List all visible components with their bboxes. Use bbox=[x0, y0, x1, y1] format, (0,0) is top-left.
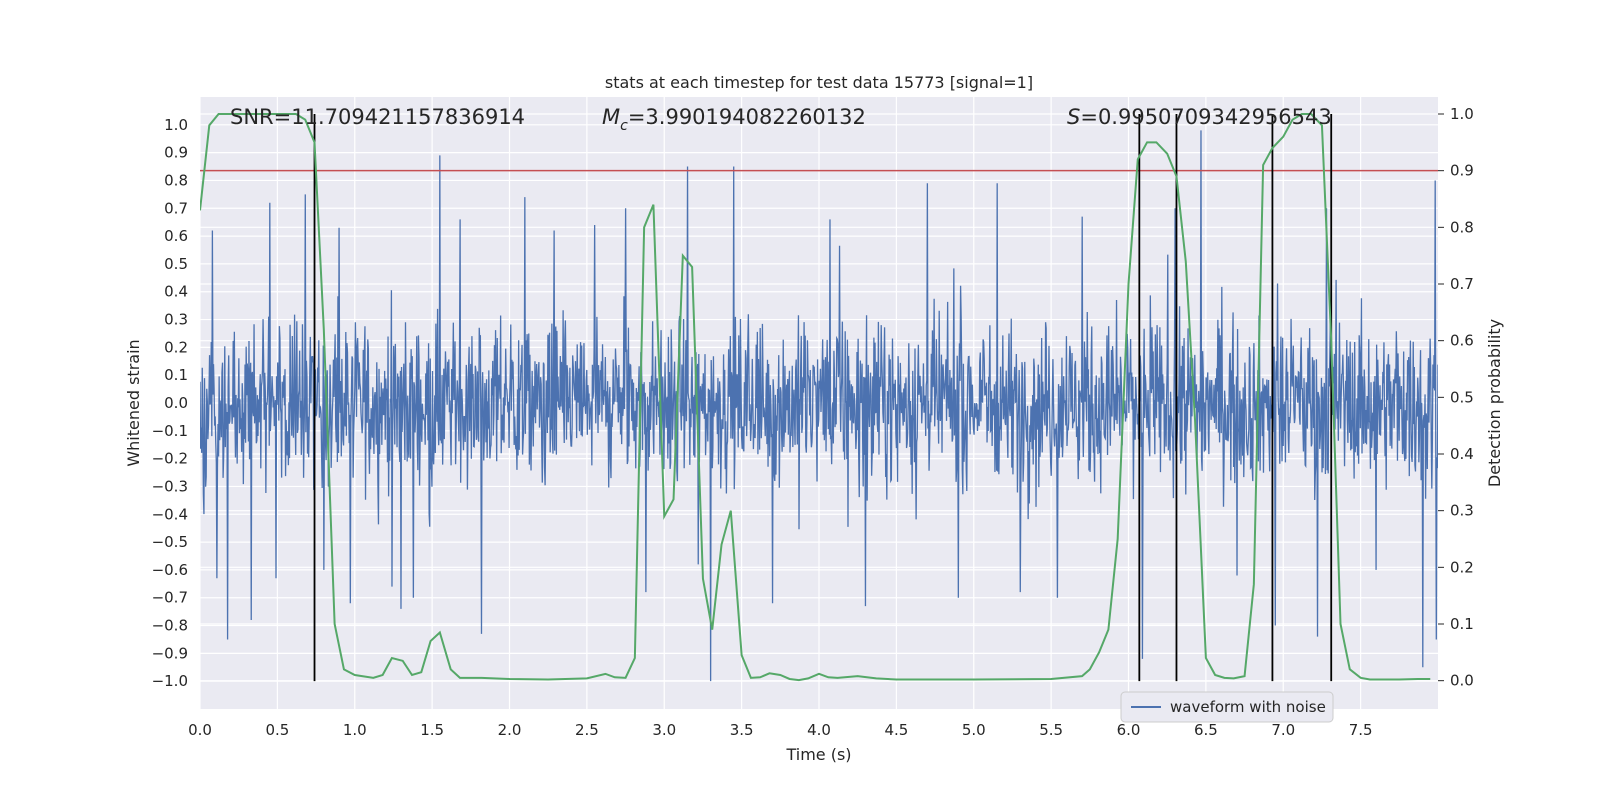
waveform-line bbox=[200, 130, 1438, 682]
x-tick-label: 7.0 bbox=[1271, 721, 1295, 739]
y-tick-label: 0.7 bbox=[164, 199, 188, 217]
chart-title: stats at each timestep for test data 157… bbox=[605, 73, 1033, 92]
y2-tick-label: 0.2 bbox=[1450, 558, 1474, 576]
y2-tick-label: 0.1 bbox=[1450, 615, 1474, 633]
mc-subscript: c bbox=[620, 118, 628, 134]
y-tick-label: −0.9 bbox=[152, 644, 188, 662]
x-ticks: 0.0 0.5 1.0 1.5 2.0 2.5 3.0 3.5 4.0 4.5 5.0 5.5 6.0 6… bbox=[188, 721, 1372, 739]
y2-tick-label: 0.4 bbox=[1450, 445, 1474, 463]
mc-symbol: M bbox=[602, 105, 620, 129]
y2-tick-label: 0.3 bbox=[1450, 502, 1474, 520]
y-tick-label: 1.0 bbox=[164, 116, 188, 134]
y2-tick-label: 0.7 bbox=[1450, 275, 1474, 293]
y2-tick-label: 0.5 bbox=[1450, 388, 1474, 406]
x-tick-label: 5.0 bbox=[962, 721, 986, 739]
y-tick-label: −0.6 bbox=[152, 561, 188, 579]
y2-tick-label: 0.8 bbox=[1450, 218, 1474, 236]
probability-series bbox=[200, 113, 1431, 682]
y-tick-label: −1.0 bbox=[152, 672, 188, 690]
snr-annotation: SNR=11.709421157836914 bbox=[230, 105, 525, 129]
y-tick-label: −0.3 bbox=[152, 477, 188, 495]
y-tick-label: 0.6 bbox=[164, 227, 188, 245]
y-tick-label: −0.7 bbox=[152, 589, 188, 607]
y-tick-label: 0.2 bbox=[164, 338, 188, 356]
y-tick-label: 0.1 bbox=[164, 366, 188, 384]
y2-tick-label: 0.0 bbox=[1450, 672, 1474, 690]
y-tick-label: 0.0 bbox=[164, 394, 188, 412]
y-tick-label: −0.5 bbox=[152, 533, 188, 551]
y-tick-label: −0.8 bbox=[152, 617, 188, 635]
x-tick-label: 6.5 bbox=[1194, 721, 1218, 739]
vertical-lines bbox=[313, 114, 1333, 682]
chirp-mass-annotation: Mc=3.990194082260132 bbox=[602, 105, 866, 134]
y2-ticks: 0.0 0.1 0.2 0.3 0.4 0.5 0.6 0.7 0.8 0.9 1.0 bbox=[1438, 105, 1474, 690]
probability-line bbox=[200, 113, 1431, 682]
y-tick-label: 0.3 bbox=[164, 311, 188, 329]
x-tick-label: 2.5 bbox=[575, 721, 599, 739]
x-tick-label: 0.5 bbox=[265, 721, 289, 739]
y-tick-label: 0.4 bbox=[164, 283, 188, 301]
score-annotation: S=0.9950709342956543 bbox=[1067, 105, 1332, 129]
x-tick-label: 3.0 bbox=[652, 721, 676, 739]
s-value: =0.9950709342956543 bbox=[1080, 105, 1331, 129]
y2-tick-label: 1.0 bbox=[1450, 105, 1474, 123]
x-tick-label: 3.5 bbox=[730, 721, 754, 739]
x-tick-label: 6.0 bbox=[1117, 721, 1141, 739]
y-tick-label: 0.5 bbox=[164, 255, 188, 273]
y-tick-label: −0.2 bbox=[152, 450, 188, 468]
x-tick-label: 2.0 bbox=[498, 721, 522, 739]
x-tick-label: 0.0 bbox=[188, 721, 212, 739]
y-tick-label: 0.8 bbox=[164, 171, 188, 189]
y-tick-label: 0.9 bbox=[164, 144, 188, 162]
legend-label: waveform with noise bbox=[1170, 698, 1326, 716]
y-ticks: −1.0 −0.9 −0.8 −0.7 −0.6 −0.5 −0.4 −0.3 −0.2 −0.1… bbox=[152, 116, 188, 690]
y-axis-label: Whitened strain bbox=[124, 339, 143, 466]
x-tick-label: 4.5 bbox=[884, 721, 908, 739]
mc-value: =3.990194082260132 bbox=[628, 105, 866, 129]
x-tick-label: 1.5 bbox=[420, 721, 444, 739]
x-axis-label: Time (s) bbox=[785, 745, 851, 764]
x-tick-label: 5.5 bbox=[1039, 721, 1063, 739]
y-tick-label: −0.4 bbox=[152, 505, 188, 523]
x-tick-label: 4.0 bbox=[807, 721, 831, 739]
y2-axis-label: Detection probability bbox=[1485, 319, 1504, 487]
y2-tick-label: 0.9 bbox=[1450, 162, 1474, 180]
legend-box bbox=[1120, 691, 1334, 723]
y2-tick-label: 0.6 bbox=[1450, 332, 1474, 350]
y-tick-label: −0.1 bbox=[152, 422, 188, 440]
x-tick-label: 7.5 bbox=[1349, 721, 1373, 739]
s-symbol: S bbox=[1067, 105, 1080, 129]
x-tick-label: 1.0 bbox=[343, 721, 367, 739]
strain-series bbox=[200, 130, 1438, 682]
legend: waveform with noise bbox=[1120, 691, 1334, 723]
